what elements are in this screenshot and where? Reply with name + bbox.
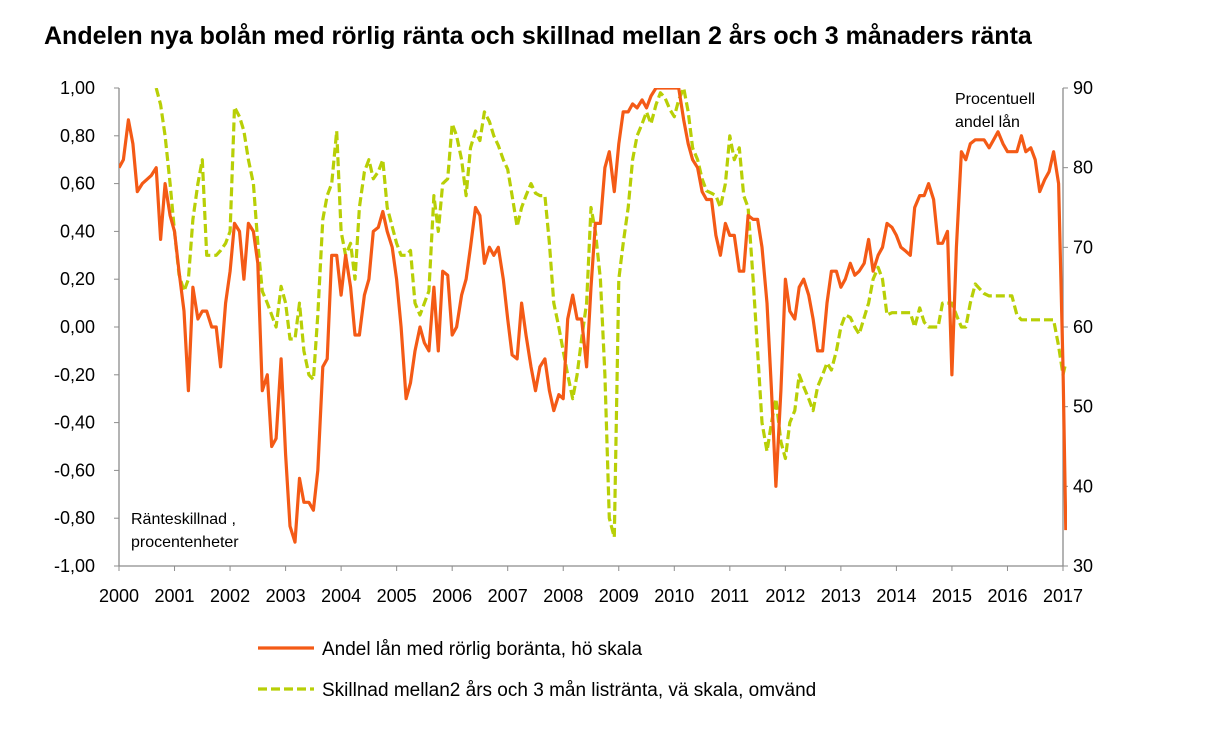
x-tick-label: 2001 [155, 586, 195, 606]
left-tick-label: 0,20 [60, 269, 95, 289]
legend-label-variable-rate: Andel lån med rörlig boränta, hö skala [322, 639, 642, 660]
x-tick-label: 2007 [488, 586, 528, 606]
x-tick-label: 2010 [654, 586, 694, 606]
right-tick-label: 50 [1073, 397, 1093, 417]
left-axis-ticks: 1,00 0,80 0,60 0,40 0,20 0,00 -0,20 -0,40 -0,60 -… [54, 78, 119, 576]
x-tick-label: 2013 [821, 586, 861, 606]
left-tick-label: -0,80 [54, 508, 95, 528]
right-axis-ticks: 90 80 70 60 50 40 30 [1063, 78, 1093, 576]
right-tick-label: 60 [1073, 317, 1093, 337]
x-tick-label: 2002 [210, 586, 250, 606]
left-tick-label: -0,20 [54, 365, 95, 385]
x-tick-label: 2006 [432, 586, 472, 606]
right-tick-label: 80 [1073, 158, 1093, 178]
left-axis-annotation: Ränteskillnad , [131, 511, 236, 528]
x-tick-label: 2004 [321, 586, 361, 606]
right-axis-annotation: andel lån [955, 113, 1020, 131]
left-tick-label: 0,60 [60, 174, 95, 194]
left-axis-annotation: procentenheter [131, 534, 239, 551]
legend: Andel lån med rörlig boränta, hö skala Sk… [258, 639, 816, 701]
x-tick-label: 2000 [99, 586, 139, 606]
right-tick-label: 30 [1073, 556, 1093, 576]
left-tick-label: 1,00 [60, 78, 95, 98]
right-tick-label: 70 [1073, 237, 1093, 257]
left-tick-label: -1,00 [54, 556, 95, 576]
legend-label-spread: Skillnad mellan2 års och 3 mån listränta… [322, 680, 816, 701]
axis-annotations: Ränteskillnad , procentenheter Procentuell… [131, 91, 1035, 551]
x-tick-label: 2015 [932, 586, 972, 606]
x-tick-label: 2008 [543, 586, 583, 606]
x-tick-label: 2003 [266, 586, 306, 606]
x-tick-label: 2012 [765, 586, 805, 606]
left-tick-label: -0,60 [54, 460, 95, 480]
right-tick-label: 40 [1073, 476, 1093, 496]
x-tick-label: 2011 [710, 586, 749, 606]
x-tick-label: 2014 [876, 586, 916, 606]
x-tick-label: 2016 [987, 586, 1027, 606]
x-tick-label: 2009 [599, 586, 639, 606]
left-tick-label: 0,80 [60, 126, 95, 146]
series-lines [119, 88, 1067, 544]
right-tick-label: 90 [1073, 78, 1093, 98]
left-tick-label: 0,00 [60, 317, 95, 337]
series-variable-rate-line [119, 88, 1067, 544]
left-tick-label: 0,40 [60, 221, 95, 241]
x-tick-label: 2005 [377, 586, 417, 606]
left-tick-label: -0,40 [54, 413, 95, 433]
x-tick-label: 2017 [1043, 586, 1083, 606]
right-axis-annotation: Procentuell [955, 91, 1035, 108]
chart-title: Andelen nya bolån med rörlig ränta och s… [44, 22, 1032, 50]
series-spread-line [154, 88, 1067, 539]
x-axis-ticks: 2000 2001 2002 2003 2004 2005 2006 2007 2008 2009… [99, 566, 1083, 606]
